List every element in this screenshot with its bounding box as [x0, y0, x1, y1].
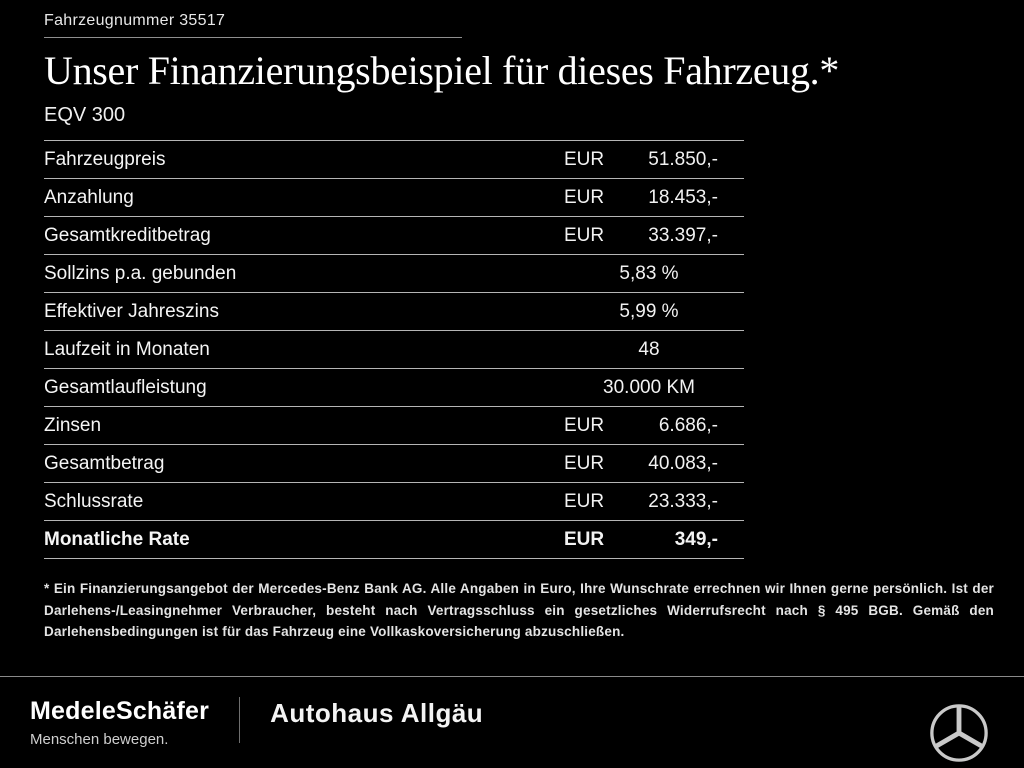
dealer-primary-name: MedeleSchäfer: [30, 697, 210, 725]
row-currency: EUR: [564, 186, 605, 208]
row-value: 349,-: [674, 528, 718, 550]
row-value: 48: [638, 338, 660, 360]
row-value: 5,83 %: [619, 262, 679, 284]
legal-footnote: * Ein Finanzierungsangebot der Mercedes-…: [44, 581, 994, 640]
table-row-gesamtlaufleistung: Gesamtlaufleistung 30.000 KM: [44, 368, 744, 406]
row-value: 18.453,-: [648, 186, 718, 208]
table-row-gesamtbetrag: Gesamtbetrag EUR 40.083,-: [44, 444, 744, 482]
row-label: Zinsen: [44, 414, 102, 436]
table-row-schlussrate: Schlussrate EUR 23.333,-: [44, 482, 744, 520]
header-divider: [44, 37, 462, 38]
row-currency: EUR: [564, 528, 605, 550]
table-row-fahrzeugpreis: Fahrzeugpreis EUR 51.850,-: [44, 140, 744, 178]
row-label: Gesamtkreditbetrag: [44, 224, 211, 246]
row-currency: EUR: [564, 414, 605, 436]
table-row-zinsen: Zinsen EUR 6.686,-: [44, 406, 744, 444]
row-label: Schlussrate: [44, 490, 144, 512]
row-value: 40.083,-: [648, 452, 718, 474]
dealer-secondary-name: Autohaus Allgäu: [270, 698, 484, 728]
row-currency: EUR: [564, 148, 605, 170]
row-currency: EUR: [564, 224, 605, 246]
dealer-primary-logo: MedeleSchäfer Menschen bewegen.: [30, 697, 209, 748]
row-label: Gesamtlaufleistung: [44, 376, 207, 398]
table-row-sollzins: Sollzins p.a. gebunden 5,83 %: [44, 254, 744, 292]
page-title: Unser Finanzierungsbeispiel für dieses F…: [44, 48, 840, 93]
row-value: 30.000 KM: [603, 376, 695, 398]
row-value: 33.397,-: [648, 224, 718, 246]
row-label: Fahrzeugpreis: [44, 148, 166, 170]
table-row-laufzeit: Laufzeit in Monaten 48: [44, 330, 744, 368]
row-currency: EUR: [564, 490, 605, 512]
table-row-monatliche-rate: Monatliche Rate EUR 349,-: [44, 520, 744, 558]
footer-logo-divider: [239, 697, 241, 743]
row-label: Effektiver Jahreszins: [44, 300, 219, 322]
model-name: EQV 300: [44, 104, 126, 126]
row-label: Monatliche Rate: [44, 528, 190, 550]
table-row-effektiver-jahreszins: Effektiver Jahreszins 5,99 %: [44, 292, 744, 330]
mercedes-star-icon: [928, 702, 990, 764]
vehicle-number: Fahrzeugnummer 35517: [44, 12, 226, 29]
row-value: 51.850,-: [648, 148, 718, 170]
row-value: 23.333,-: [648, 490, 718, 512]
finance-table: Fahrzeugpreis EUR 51.850,- Anzahlung EUR…: [44, 140, 744, 559]
row-label: Laufzeit in Monaten: [44, 338, 210, 360]
table-row-gesamtkreditbetrag: Gesamtkreditbetrag EUR 33.397,-: [44, 216, 744, 254]
row-value: 6.686,-: [658, 414, 718, 436]
row-label: Anzahlung: [44, 186, 134, 208]
table-row-anzahlung: Anzahlung EUR 18.453,-: [44, 178, 744, 216]
dealer-primary-tagline: Menschen bewegen.: [30, 731, 169, 748]
footer: MedeleSchäfer Menschen bewegen. Autohaus…: [0, 676, 1024, 768]
row-currency: EUR: [564, 452, 605, 474]
row-label: Sollzins p.a. gebunden: [44, 262, 237, 284]
content-area: Fahrzeugnummer 35517 Unser Finanzierungs…: [44, 12, 994, 640]
row-value: 5,99 %: [619, 300, 679, 322]
row-label: Gesamtbetrag: [44, 452, 165, 474]
